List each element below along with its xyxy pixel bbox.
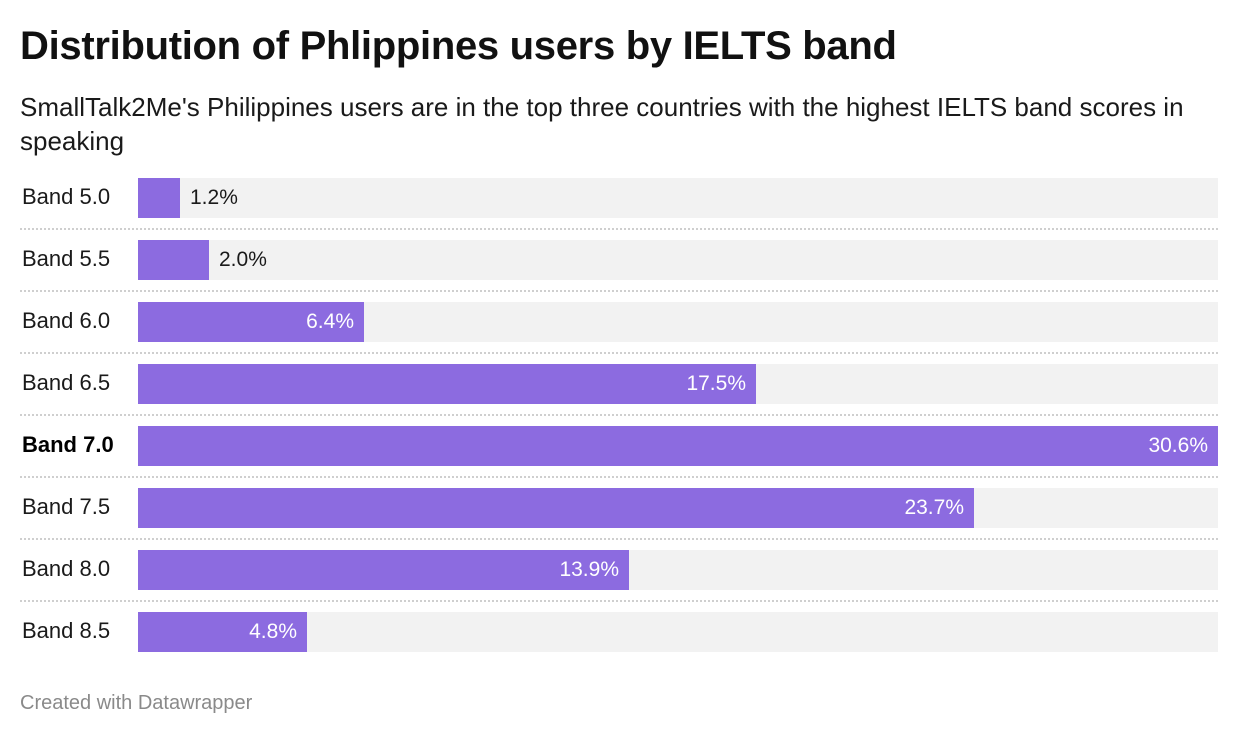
bar bbox=[138, 612, 307, 652]
bar-track: 17.5% bbox=[138, 364, 1218, 404]
category-label: Band 5.5 bbox=[22, 246, 111, 271]
chart-title: Distribution of Phlippines users by IELT… bbox=[20, 24, 897, 68]
category-label: Band 7.0 bbox=[22, 432, 114, 457]
footer-credit: Created with Datawrapper bbox=[20, 692, 253, 714]
row-separator bbox=[20, 414, 1218, 416]
bar-row: Band 5.5 2.0% bbox=[20, 238, 1218, 280]
bar bbox=[138, 240, 209, 280]
bar-row: Band 8.0 13.9% bbox=[20, 548, 1218, 590]
bar-row: Band 5.0 1.2% bbox=[20, 176, 1218, 218]
row-separator bbox=[20, 476, 1218, 478]
bar-track: 6.4% bbox=[138, 302, 1218, 342]
bar-track: 2.0% bbox=[138, 240, 1218, 280]
category-label: Band 6.5 bbox=[22, 370, 111, 395]
bar bbox=[138, 302, 364, 342]
row-separator bbox=[20, 600, 1218, 602]
row-separator bbox=[20, 352, 1218, 354]
bar-chart: Band 5.0 1.2% Band 5.5 2.0% Band 6.0 6.4% Band… bbox=[20, 176, 1218, 656]
bar-row: Band 8.5 4.8% bbox=[20, 610, 1218, 652]
bar-track: 13.9% bbox=[138, 550, 1218, 590]
category-label: Band 7.5 bbox=[22, 494, 111, 519]
category-label: Band 8.5 bbox=[22, 618, 111, 643]
bar bbox=[138, 488, 974, 528]
bar bbox=[138, 178, 180, 218]
value-label: 23.7% bbox=[904, 496, 964, 519]
value-label: 4.8% bbox=[249, 620, 297, 643]
value-label: 1.2% bbox=[190, 186, 238, 209]
bar-row: Band 6.5 17.5% bbox=[20, 362, 1218, 404]
bar-track: 23.7% bbox=[138, 488, 1218, 528]
bar-row: Band 6.0 6.4% bbox=[20, 300, 1218, 342]
category-label: Band 6.0 bbox=[22, 308, 111, 333]
category-label: Band 5.0 bbox=[22, 184, 111, 209]
row-separator bbox=[20, 228, 1218, 230]
row-separator bbox=[20, 290, 1218, 292]
bar-track: 1.2% bbox=[138, 178, 1218, 218]
value-label: 13.9% bbox=[559, 558, 619, 581]
value-label: 2.0% bbox=[219, 248, 267, 271]
category-label: Band 8.0 bbox=[22, 556, 111, 581]
bar bbox=[138, 364, 756, 404]
bar-row: Band 7.0 30.6% bbox=[20, 424, 1218, 466]
bar bbox=[138, 550, 629, 590]
chart-subtitle: SmallTalk2Me's Philippines users are in … bbox=[20, 92, 1184, 156]
row-separator bbox=[20, 538, 1218, 540]
bar-row: Band 7.5 23.7% bbox=[20, 486, 1218, 528]
bar-track: 4.8% bbox=[138, 612, 1218, 652]
value-label: 6.4% bbox=[306, 310, 354, 333]
bar bbox=[138, 426, 1218, 466]
bar-track: 30.6% bbox=[138, 426, 1218, 466]
value-label: 30.6% bbox=[1148, 434, 1208, 457]
value-label: 17.5% bbox=[686, 372, 746, 395]
